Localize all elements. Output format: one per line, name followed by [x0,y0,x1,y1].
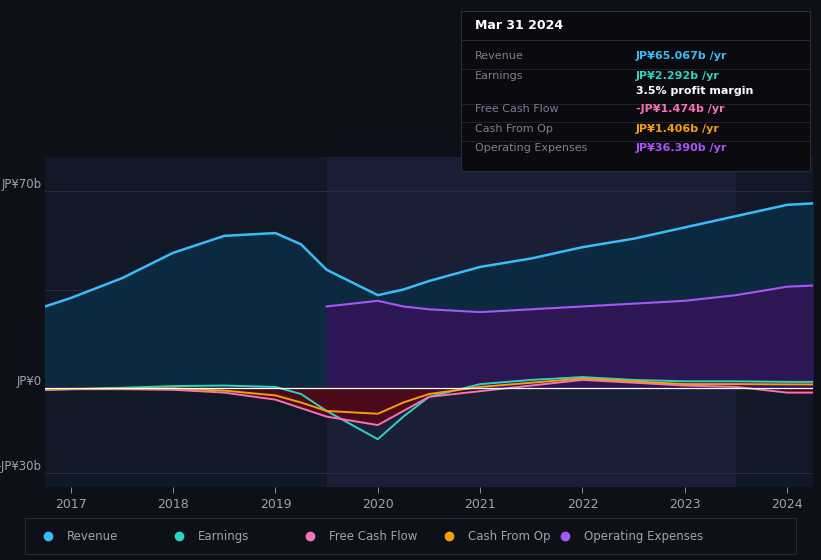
Text: Operating Expenses: Operating Expenses [475,143,588,153]
Text: Mar 31 2024: Mar 31 2024 [475,19,563,32]
Text: 3.5% profit margin: 3.5% profit margin [636,86,753,96]
Text: Cash From Op: Cash From Op [475,124,553,133]
Text: JP¥70b: JP¥70b [1,178,41,191]
Text: -JP¥1.474b /yr: -JP¥1.474b /yr [636,104,724,114]
Text: JP¥1.406b /yr: JP¥1.406b /yr [636,124,720,133]
Bar [327,157,736,487]
Text: Earnings: Earnings [199,530,250,543]
Text: Cash From Op: Cash From Op [469,530,551,543]
Text: JP¥65.067b /yr: JP¥65.067b /yr [636,51,727,61]
Text: Earnings: Earnings [475,71,524,81]
Text: Revenue: Revenue [475,51,524,61]
Text: JP¥36.390b /yr: JP¥36.390b /yr [636,143,727,153]
Text: Free Cash Flow: Free Cash Flow [475,104,559,114]
Text: -JP¥30b: -JP¥30b [0,460,41,473]
Text: Free Cash Flow: Free Cash Flow [329,530,418,543]
Text: JP¥0: JP¥0 [16,375,41,389]
Text: Operating Expenses: Operating Expenses [585,530,704,543]
Text: Revenue: Revenue [67,530,118,543]
Text: JP¥2.292b /yr: JP¥2.292b /yr [636,71,720,81]
